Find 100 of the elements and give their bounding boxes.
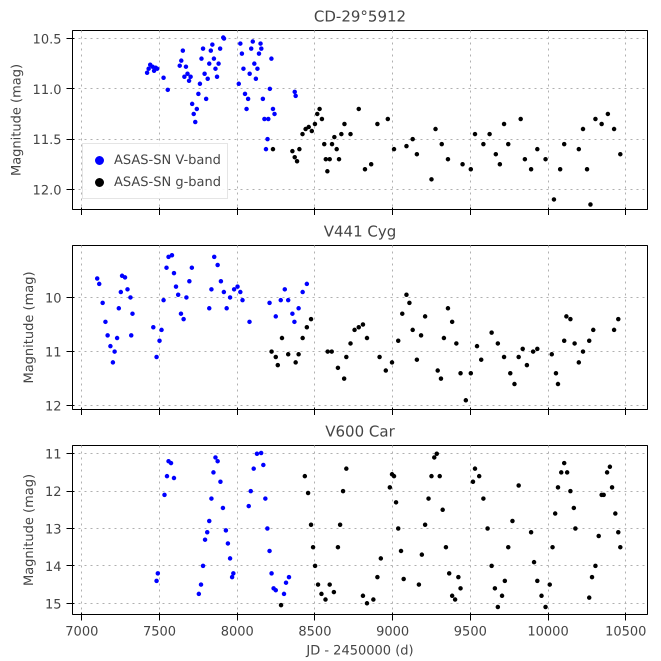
point bbox=[112, 349, 117, 354]
point bbox=[202, 537, 208, 542]
point bbox=[226, 541, 230, 546]
point bbox=[154, 578, 159, 584]
point bbox=[246, 504, 251, 508]
point bbox=[296, 306, 301, 311]
point bbox=[184, 295, 189, 300]
point bbox=[282, 287, 288, 292]
point bbox=[209, 287, 214, 292]
point bbox=[172, 270, 176, 276]
point bbox=[300, 290, 305, 294]
point bbox=[151, 324, 156, 330]
point bbox=[125, 287, 130, 292]
x-tick-label: 9500 bbox=[454, 624, 487, 640]
point bbox=[215, 262, 220, 268]
point bbox=[114, 336, 120, 340]
point bbox=[222, 290, 226, 294]
y-tick-label: 12.0 bbox=[32, 183, 62, 198]
y-tick-label: 13 bbox=[44, 522, 62, 538]
point bbox=[230, 574, 234, 580]
point bbox=[166, 254, 171, 260]
x-tick-label: 10000 bbox=[527, 624, 569, 640]
point bbox=[154, 354, 159, 360]
x-axis-title: JD - 2450000 (d) bbox=[305, 644, 414, 658]
point bbox=[207, 306, 212, 311]
point bbox=[274, 588, 278, 592]
point bbox=[176, 292, 180, 297]
y-tick-label: 14 bbox=[44, 560, 62, 575]
y-tick-label: 11.5 bbox=[32, 133, 62, 148]
point bbox=[96, 282, 102, 286]
point bbox=[286, 298, 290, 302]
point bbox=[247, 320, 252, 324]
point bbox=[196, 592, 202, 596]
point bbox=[128, 295, 133, 300]
y-tick-label: 15 bbox=[44, 597, 62, 612]
point bbox=[162, 492, 167, 498]
point bbox=[157, 338, 162, 344]
point bbox=[187, 278, 192, 284]
point bbox=[204, 530, 210, 534]
point bbox=[103, 320, 108, 324]
point bbox=[174, 284, 178, 289]
point bbox=[232, 287, 236, 292]
y-axis-title: Magnitude (mag) bbox=[22, 271, 37, 384]
point bbox=[261, 462, 266, 468]
point bbox=[224, 528, 228, 533]
point bbox=[248, 488, 253, 494]
point bbox=[235, 284, 240, 289]
point bbox=[254, 451, 260, 456]
point bbox=[265, 526, 270, 531]
point bbox=[108, 344, 113, 348]
x-tick-label: 8500 bbox=[298, 624, 332, 640]
point bbox=[278, 298, 283, 302]
point bbox=[218, 480, 223, 484]
chart-title: V600 Car bbox=[325, 422, 396, 440]
point bbox=[251, 466, 256, 471]
point bbox=[190, 265, 194, 270]
point bbox=[228, 295, 232, 300]
point bbox=[267, 548, 272, 554]
point bbox=[116, 306, 122, 311]
y-tick-label: 11 bbox=[44, 448, 62, 463]
point bbox=[215, 458, 220, 464]
point bbox=[240, 298, 245, 302]
point bbox=[286, 574, 292, 580]
point bbox=[290, 311, 295, 316]
y-tick-label: 11.0 bbox=[32, 82, 62, 98]
point bbox=[282, 592, 286, 596]
point bbox=[198, 582, 204, 587]
x-tick-label: 10500 bbox=[605, 624, 646, 640]
point bbox=[224, 306, 229, 311]
point bbox=[274, 314, 278, 319]
y-tick-label: 11 bbox=[44, 346, 62, 361]
point bbox=[168, 460, 174, 466]
point bbox=[231, 571, 236, 576]
point bbox=[122, 275, 128, 280]
x-tick-label: 9000 bbox=[376, 624, 410, 640]
point bbox=[172, 476, 176, 480]
point bbox=[105, 333, 110, 338]
point bbox=[159, 328, 164, 332]
y-tick-label: 10 bbox=[44, 291, 62, 306]
legend-label: ASAS-SN g-band bbox=[114, 174, 221, 190]
point bbox=[110, 360, 116, 365]
legend-label: ASAS-SN V-band bbox=[114, 152, 221, 168]
point bbox=[218, 278, 224, 284]
point bbox=[228, 556, 232, 561]
point bbox=[181, 316, 186, 322]
point bbox=[164, 265, 169, 270]
point bbox=[212, 254, 216, 260]
point bbox=[269, 571, 274, 576]
point bbox=[284, 580, 288, 585]
point bbox=[156, 571, 160, 576]
point bbox=[200, 564, 206, 568]
y-axis-title: Magnitude (mag) bbox=[10, 64, 25, 176]
point bbox=[292, 320, 297, 324]
point bbox=[258, 450, 264, 456]
point bbox=[130, 311, 135, 316]
point bbox=[207, 518, 212, 524]
chart-title: CD-29°5912 bbox=[314, 8, 406, 26]
point bbox=[267, 300, 272, 306]
point bbox=[128, 333, 134, 338]
point bbox=[211, 470, 216, 475]
